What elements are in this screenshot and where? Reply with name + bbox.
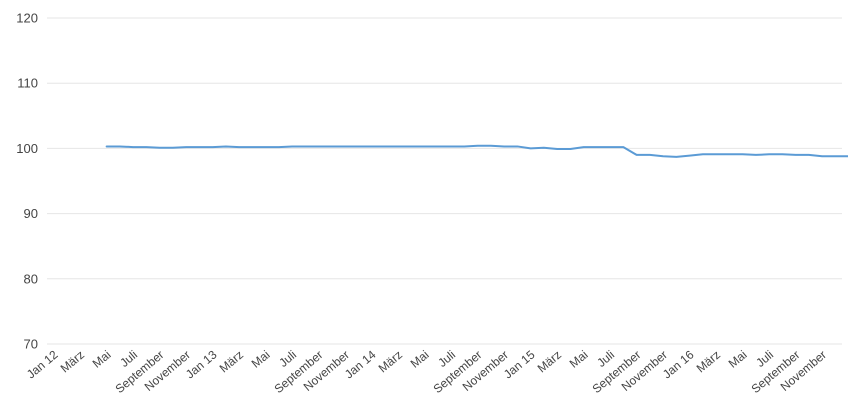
- y-tick-label: 110: [17, 76, 38, 91]
- x-tick-label: März: [58, 348, 87, 376]
- x-tick-label: März: [535, 348, 564, 376]
- x-tick-label: März: [694, 348, 723, 376]
- y-tick-label: 100: [16, 141, 38, 156]
- series-line: [105, 144, 848, 158]
- y-axis-tick-labels: 70 80 90 100 110 120: [16, 11, 38, 352]
- x-tick-label: März: [376, 348, 405, 376]
- y-tick-label: 90: [24, 206, 38, 221]
- y-tick-label: 120: [16, 11, 38, 26]
- gridlines: [47, 17, 842, 345]
- x-tick-label: Mai: [249, 348, 273, 371]
- y-tick-label: 70: [24, 337, 38, 352]
- y-tick-label: 80: [24, 271, 38, 286]
- x-tick-label: Mai: [726, 348, 750, 371]
- x-tick-label: Jan 13: [183, 347, 220, 381]
- x-tick-label: Mai: [408, 348, 432, 371]
- x-tick-label: Mai: [90, 348, 114, 371]
- x-tick-label: März: [217, 348, 246, 376]
- x-tick-label: Jan 15: [501, 347, 538, 381]
- x-tick-label: Jan 16: [660, 347, 697, 381]
- x-tick-label: Mai: [567, 348, 591, 371]
- series-layer: [105, 144, 848, 158]
- x-tick-label: Jan 12: [24, 347, 61, 381]
- x-tick-label: Jan 14: [342, 347, 379, 381]
